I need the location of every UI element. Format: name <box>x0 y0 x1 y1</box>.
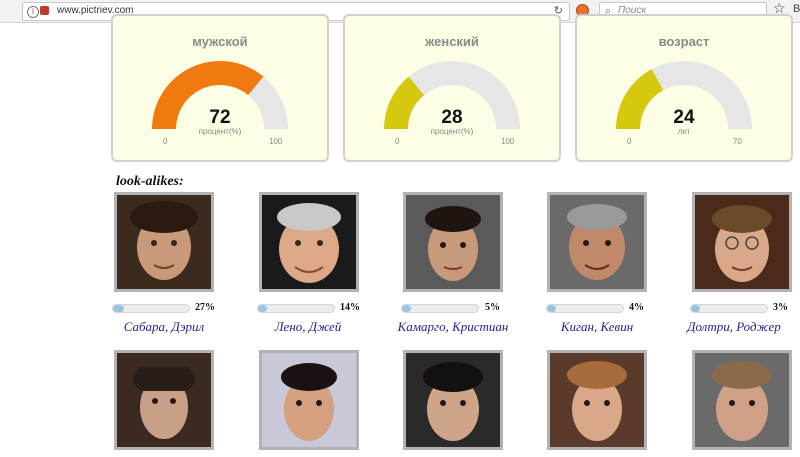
gauge-unit: процент(%) <box>198 127 242 136</box>
gauge-value: 28 <box>441 107 463 128</box>
face-image <box>117 195 211 289</box>
gauge-chart <box>384 61 520 129</box>
face-image <box>262 353 356 447</box>
info-icon[interactable]: i <box>27 6 39 18</box>
gauge-min: 0 <box>163 137 168 146</box>
gauge-min: 0 <box>627 137 632 146</box>
face-image <box>695 353 789 447</box>
similarity-bar-fill <box>113 305 125 312</box>
face-image <box>406 353 500 447</box>
lookalike-photo-10[interactable] <box>692 350 792 450</box>
similarity-percent-2: 14% <box>340 302 360 313</box>
lookalike-photo-3[interactable] <box>403 192 503 292</box>
gauge-fill <box>152 61 264 129</box>
similarity-bar-fill <box>402 305 412 312</box>
lookalike-name-3[interactable]: Камарго, Кристиан <box>397 319 509 334</box>
similarity-bar-1 <box>112 304 190 313</box>
face-image <box>262 195 356 289</box>
bookmark-star-icon[interactable]: ☆ <box>773 1 786 17</box>
gauge-card-age: возраст 24 лет 0 70 <box>575 14 793 162</box>
gauge-label: мужской <box>192 34 248 49</box>
face-image <box>117 353 211 447</box>
gauge-fill <box>616 69 664 129</box>
search-icon: ⌕ <box>605 4 612 17</box>
similarity-bar-fill <box>691 305 701 312</box>
gauge-label: возраст <box>658 34 710 49</box>
lookalike-photo-2[interactable] <box>259 192 359 292</box>
gauge-track <box>384 61 520 129</box>
url-text[interactable]: www.pictriev.com <box>57 5 134 16</box>
gauge-unit: процент(%) <box>430 127 474 136</box>
lookalike-name-1[interactable]: Сабара, Дэрил <box>123 319 205 334</box>
face-image <box>550 353 644 447</box>
lookalike-photo-9[interactable] <box>547 350 647 450</box>
similarity-percent-3: 5% <box>485 302 500 313</box>
similarity-bar-fill <box>258 305 268 312</box>
lookalike-photo-6[interactable] <box>114 350 214 450</box>
lookalike-name-5[interactable]: Долтри, Роджер <box>687 319 781 334</box>
reload-icon[interactable]: ↻ <box>553 4 563 17</box>
lookalike-photo-7[interactable] <box>259 350 359 450</box>
gauge-unit: лет <box>677 127 691 136</box>
similarity-percent-5: 3% <box>773 302 788 313</box>
similarity-bar-4 <box>546 304 624 313</box>
similarity-bar-5 <box>690 304 768 313</box>
gauge-max: 100 <box>501 137 515 146</box>
gauge-max: 70 <box>733 137 742 146</box>
similarity-percent-4: 4% <box>629 302 644 313</box>
lookalike-photo-4[interactable] <box>547 192 647 292</box>
similarity-bar-3 <box>401 304 479 313</box>
search-input[interactable]: Поиск <box>618 5 647 16</box>
lookalike-name-2[interactable]: Лено, Джей <box>274 319 342 334</box>
gauge-card-male: мужской 72 процент(%) 0 100 <box>111 14 329 162</box>
lookalike-name-4[interactable]: Киган, Кевин <box>560 319 634 334</box>
lookalikes-heading: look-alikes: <box>116 174 184 189</box>
gauge-min: 0 <box>395 137 400 146</box>
security-icon[interactable] <box>40 6 49 15</box>
gauge-label: женский <box>425 34 479 49</box>
face-image <box>406 195 500 289</box>
gauge-chart <box>616 61 752 129</box>
face-image <box>550 195 644 289</box>
gauge-fill <box>384 76 424 129</box>
gauge-chart <box>152 61 288 129</box>
similarity-bar-fill <box>547 305 557 312</box>
lookalike-photo-5[interactable] <box>692 192 792 292</box>
gauge-value: 72 <box>209 107 231 128</box>
toolbar-b-button[interactable]: B <box>793 3 800 15</box>
gauge-value: 24 <box>673 107 695 128</box>
similarity-percent-1: 27% <box>195 302 215 313</box>
similarity-bar-2 <box>257 304 335 313</box>
gauge-card-female: женский 28 процент(%) 0 100 <box>343 14 561 162</box>
gauge-max: 100 <box>269 137 283 146</box>
lookalike-photo-1[interactable] <box>114 192 214 292</box>
face-image <box>695 195 789 289</box>
lookalike-photo-8[interactable] <box>403 350 503 450</box>
